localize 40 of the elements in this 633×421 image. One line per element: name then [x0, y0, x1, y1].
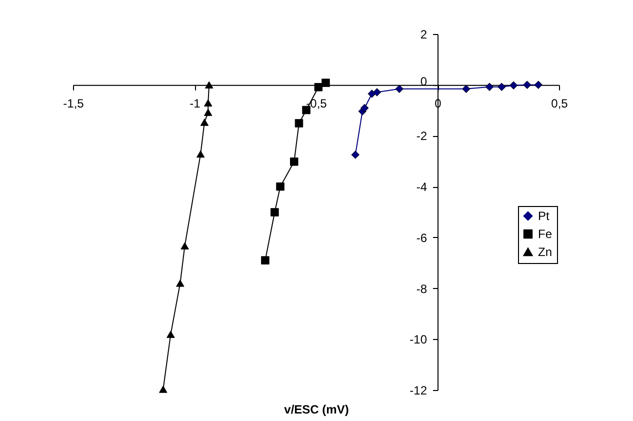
- point: [498, 82, 506, 92]
- point: [159, 386, 168, 393]
- point: [204, 81, 214, 88]
- point: [204, 99, 212, 107]
- y-tick-label: -4: [416, 180, 428, 194]
- x-tick-label: 0,5: [551, 96, 568, 110]
- y-tick-label: -8: [416, 282, 428, 296]
- point: [462, 84, 470, 94]
- point: [261, 256, 270, 264]
- x-tick-label: -1,5: [63, 96, 84, 110]
- point: [485, 82, 494, 92]
- point: [509, 81, 518, 90]
- legend-label: Zn: [538, 245, 552, 259]
- y-tick-label: -6: [416, 230, 428, 245]
- point: [523, 80, 532, 89]
- y-tick-label: -12: [410, 384, 428, 398]
- point: [200, 118, 209, 126]
- point: [351, 150, 360, 159]
- point: [534, 80, 542, 89]
- point: [314, 83, 323, 92]
- point: [372, 88, 382, 96]
- legend-label: Fe: [538, 227, 552, 241]
- point: [276, 182, 284, 191]
- y-tick-label: -2: [416, 129, 428, 144]
- point: [360, 104, 369, 112]
- point: [204, 108, 212, 116]
- point: [176, 280, 184, 287]
- point: [270, 208, 279, 216]
- point: [322, 78, 330, 87]
- y-tick-label: -10: [410, 332, 428, 347]
- y-tick-label: 2: [420, 28, 428, 42]
- legend-label: Pt: [538, 209, 550, 223]
- point: [180, 242, 189, 250]
- x-tick-label: -1: [190, 96, 201, 110]
- point: [290, 158, 298, 166]
- point: [395, 84, 404, 94]
- point: [294, 119, 304, 128]
- point: [166, 330, 175, 338]
- point: [196, 150, 205, 158]
- x-axis-title: v/ESC (mV): [284, 402, 349, 416]
